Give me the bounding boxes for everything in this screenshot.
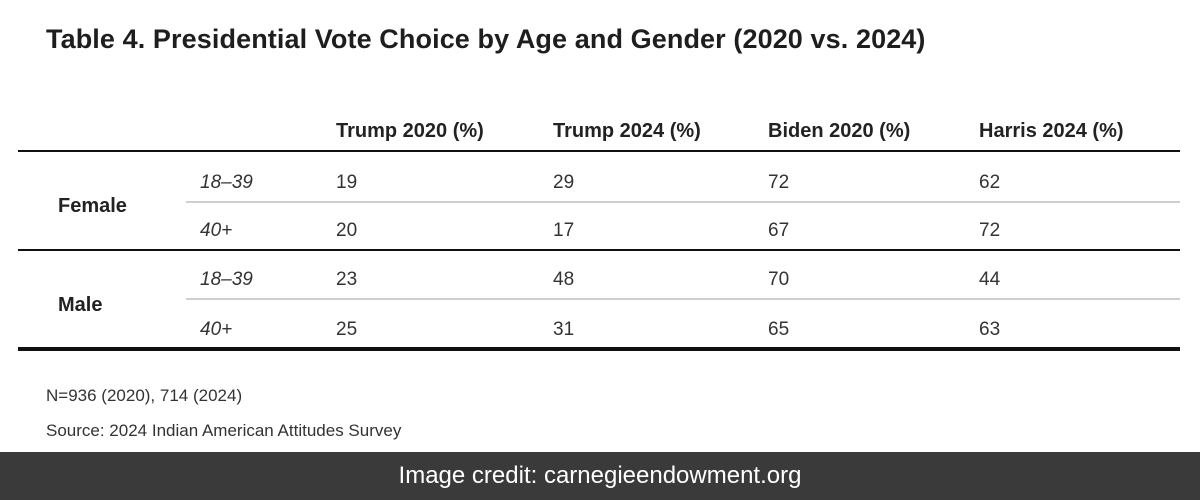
sample-size-note: N=936 (2020), 714 (2024) — [46, 386, 243, 405]
column-header-trump-2020: Trump 2020 (%) — [336, 120, 484, 142]
cell-male-18-39-trump-2024: 48 — [553, 269, 575, 290]
group-label-male: Male — [58, 294, 103, 316]
cell-male-18-39-trump-2020: 23 — [336, 269, 358, 290]
cell-female-40-plus-harris-2024: 72 — [979, 220, 1001, 241]
image-credit-bar: Image credit: carnegieendowment.org — [0, 452, 1200, 500]
group-label-female: Female — [58, 195, 127, 217]
cell-female-18-39-trump-2024: 29 — [553, 172, 575, 193]
cell-male-40-plus-trump-2024: 31 — [553, 319, 575, 340]
column-header-trump-2024: Trump 2024 (%) — [553, 120, 701, 142]
cell-male-18-39-harris-2024: 44 — [979, 269, 1001, 290]
cell-male-40-plus-biden-2020: 65 — [768, 319, 790, 340]
group-rule — [18, 249, 1180, 251]
header-rule — [18, 150, 1180, 152]
cell-male-40-plus-harris-2024: 63 — [979, 319, 1001, 340]
table-bottom-rule — [18, 347, 1180, 351]
row-age-female-18-39: 18–39 — [200, 172, 253, 193]
table-title: Table 4. Presidential Vote Choice by Age… — [46, 24, 926, 54]
image-credit-text: Image credit: carnegieendowment.org — [398, 462, 802, 489]
row-age-female-40-plus: 40+ — [200, 220, 233, 241]
cell-female-40-plus-biden-2020: 67 — [768, 220, 790, 241]
cell-female-18-39-trump-2020: 19 — [336, 172, 358, 193]
cell-female-18-39-harris-2024: 62 — [979, 172, 1001, 193]
cell-male-40-plus-trump-2020: 25 — [336, 319, 358, 340]
column-header-biden-2020: Biden 2020 (%) — [768, 120, 911, 142]
source-note: Source: 2024 Indian American Attitudes S… — [46, 421, 402, 440]
row-divider — [186, 298, 1180, 300]
row-age-male-40-plus: 40+ — [200, 319, 233, 340]
row-divider — [186, 201, 1180, 203]
cell-female-40-plus-trump-2024: 17 — [553, 220, 575, 241]
cell-female-18-39-biden-2020: 72 — [768, 172, 790, 193]
cell-male-18-39-biden-2020: 70 — [768, 269, 790, 290]
row-age-male-18-39: 18–39 — [200, 269, 253, 290]
cell-female-40-plus-trump-2020: 20 — [336, 220, 358, 241]
column-header-harris-2024: Harris 2024 (%) — [979, 120, 1124, 142]
